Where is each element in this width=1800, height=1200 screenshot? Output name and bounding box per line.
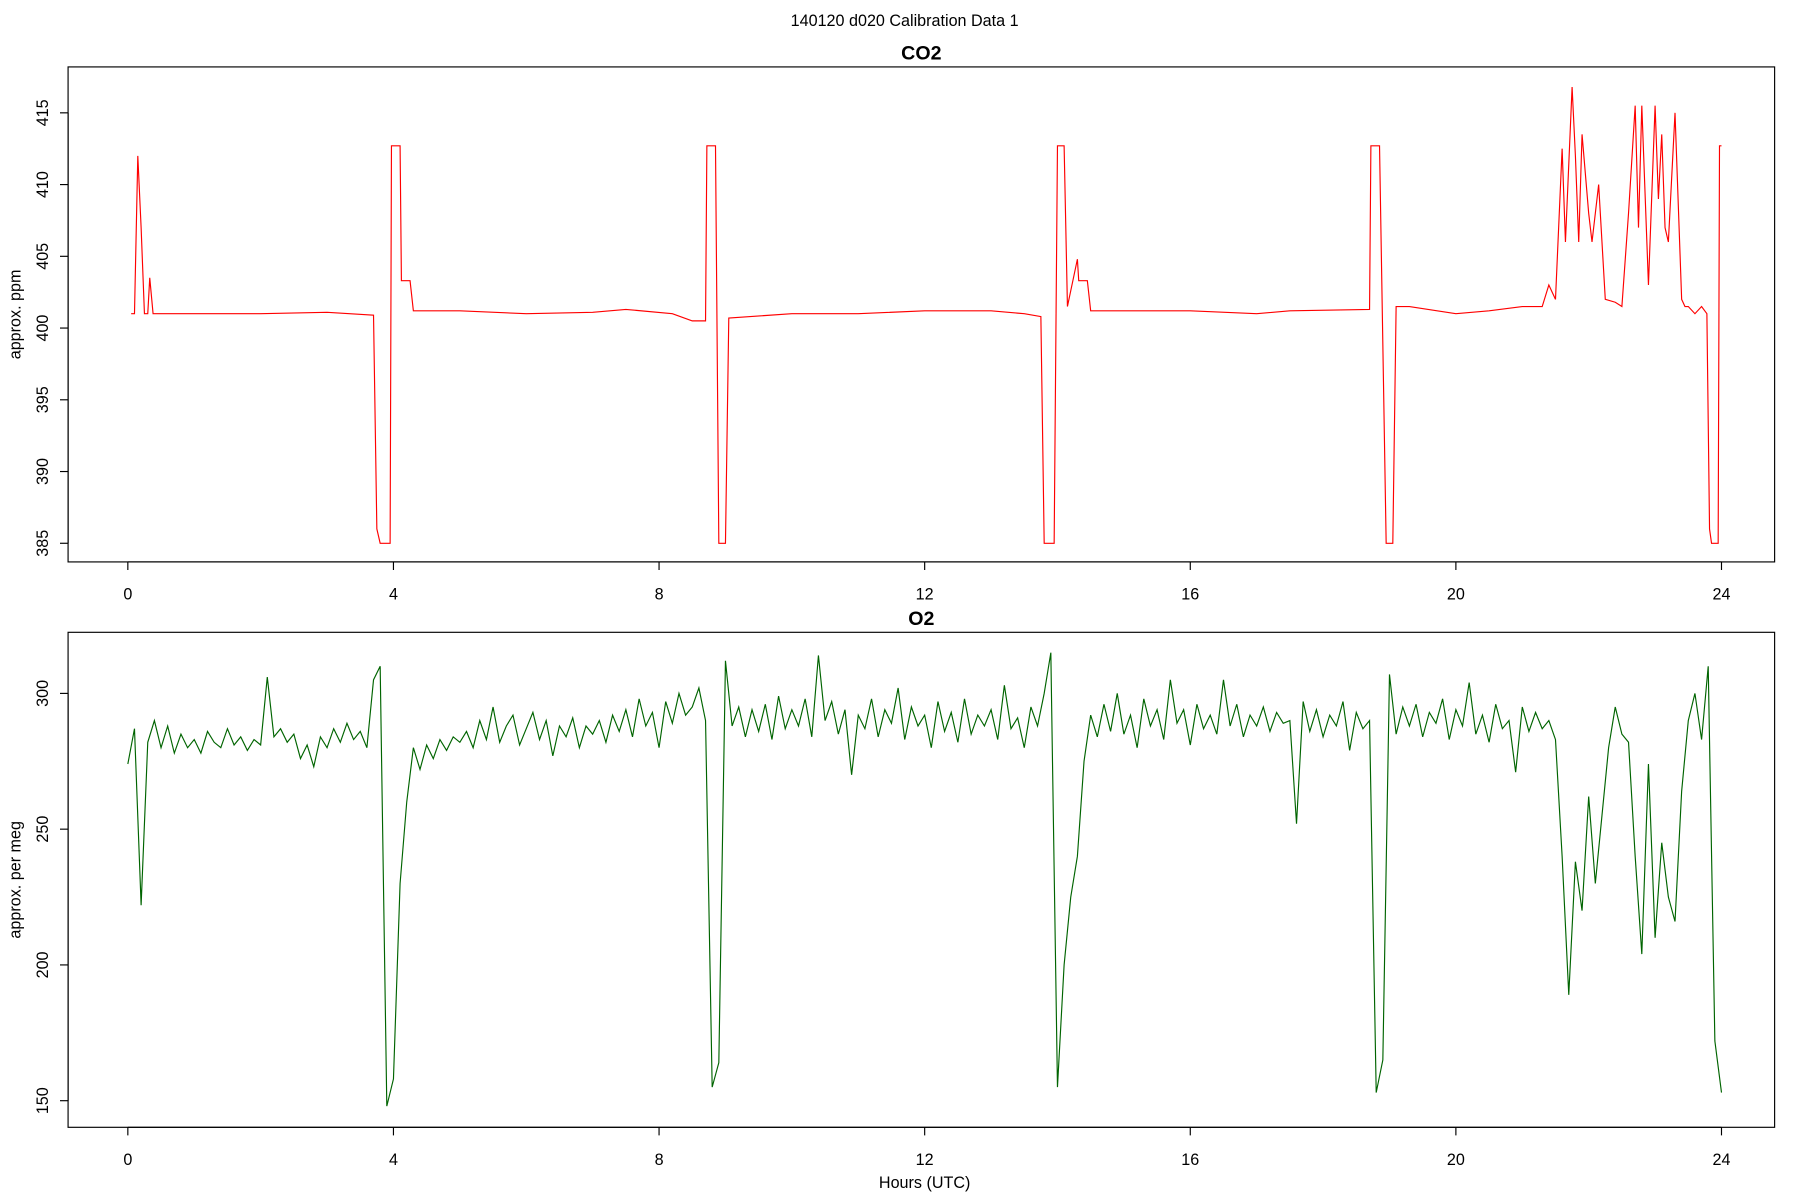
x-tick-label: 12 <box>916 586 934 604</box>
x-tick-label: 16 <box>1181 586 1199 604</box>
y-tick-label: 390 <box>34 458 52 485</box>
y-tick-label: 200 <box>34 951 52 978</box>
x-tick-label: 8 <box>655 586 664 604</box>
x-tick-label: 0 <box>123 586 132 604</box>
x-tick-label: 0 <box>123 1151 132 1169</box>
x-tick-label: 24 <box>1713 1151 1731 1169</box>
x-tick-label: 4 <box>389 1151 398 1169</box>
y-tick-label: 405 <box>34 243 52 270</box>
y-axis-label: approx. per meg <box>6 821 24 939</box>
y-tick-label: 300 <box>34 680 52 707</box>
y-tick-label: 400 <box>34 315 52 342</box>
data-line <box>131 86 1722 544</box>
y-axis-label: approx. ppm <box>6 270 24 360</box>
x-tick-label: 24 <box>1713 586 1731 604</box>
panel-title: O2 <box>908 608 934 630</box>
x-tick-label: 16 <box>1181 1151 1199 1169</box>
x-tick-label: 8 <box>655 1151 664 1169</box>
panel-title: CO2 <box>901 42 941 64</box>
x-tick-label: 4 <box>389 586 398 604</box>
x-tick-label: 12 <box>916 1151 934 1169</box>
y-tick-label: 150 <box>34 1087 52 1114</box>
x-tick-label: 20 <box>1447 1151 1465 1169</box>
data-line <box>127 652 1723 1107</box>
x-axis-label: Hours (UTC) <box>879 1174 970 1192</box>
page-title: 140120 d020 Calibration Data 1 <box>791 12 1019 30</box>
y-tick-label: 410 <box>34 171 52 198</box>
y-tick-label: 395 <box>34 386 52 413</box>
x-tick-label: 20 <box>1447 586 1465 604</box>
y-tick-label: 250 <box>34 816 52 843</box>
y-tick-label: 415 <box>34 99 52 126</box>
y-tick-label: 385 <box>34 530 52 557</box>
